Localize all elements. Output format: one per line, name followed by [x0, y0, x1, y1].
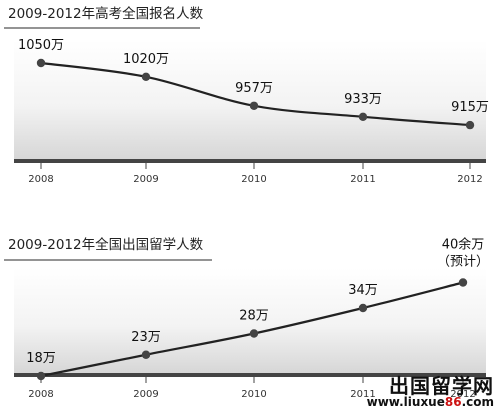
data-point — [458, 278, 468, 287]
data-point — [141, 72, 151, 82]
watermark-title: 出国留学网 — [389, 374, 494, 398]
data-label: 915万 — [451, 100, 489, 115]
watermark-url-accent: 86 — [444, 395, 462, 409]
data-label-line: 915万 — [451, 100, 489, 115]
data-label-line: 18万 — [26, 351, 56, 366]
chart-panel-background — [14, 40, 486, 160]
watermark-url: www.liuxue86.com — [367, 396, 494, 408]
chart-panel-background — [14, 268, 486, 374]
data-label-line: 933万 — [344, 92, 382, 107]
watermark-url-prefix: www.liuxue — [366, 395, 445, 409]
chart-2: 2009-2012年全国出国留学人数 2008 2009 2010 2011 2012 18… — [4, 236, 489, 400]
data-point — [141, 350, 151, 359]
data-label: 957万 — [235, 81, 273, 96]
data-label-line: 23万 — [131, 330, 161, 345]
data-label: 933万 — [344, 92, 382, 107]
data-label: 1050万 — [18, 38, 64, 53]
data-label-line: 957万 — [235, 81, 273, 96]
data-point — [358, 112, 368, 122]
data-label-line: 28万 — [239, 309, 269, 324]
chart-1: 2009-2012年高考全国报名人数 2008 2009 2010 2011 2012 10… — [4, 5, 489, 185]
data-label: 40余万 （预计） — [437, 237, 489, 270]
x-tick-label: 2010 — [241, 389, 266, 400]
data-label: 1020万 — [123, 52, 169, 67]
x-tick-label: 2011 — [350, 174, 375, 185]
chart-title: 2009-2012年高考全国报名人数 — [8, 5, 204, 22]
data-point — [249, 329, 259, 338]
data-point — [249, 101, 259, 110]
data-point — [465, 120, 475, 130]
data-label: 34万 — [348, 283, 378, 298]
x-tick-label: 2008 — [28, 389, 53, 400]
x-tick-label: 2008 — [28, 174, 53, 185]
data-label-line: 1020万 — [123, 52, 169, 67]
data-label: 28万 — [239, 309, 269, 324]
data-label: 18万 — [26, 351, 56, 366]
watermark-url-suffix: .com — [461, 395, 494, 409]
x-tick-label: 2012 — [457, 174, 482, 185]
x-tick-label: 2012 — [450, 389, 475, 400]
chart-title: 2009-2012年全国出国留学人数 — [8, 236, 204, 253]
x-tick-label: 2010 — [241, 174, 266, 185]
x-tick-label: 2009 — [133, 174, 158, 185]
data-label-line: 1050万 — [18, 38, 64, 53]
data-label-line: 40余万 — [442, 237, 485, 253]
data-label: 23万 — [131, 330, 161, 345]
data-point — [36, 58, 46, 68]
x-tick-label: 2011 — [350, 389, 375, 400]
data-label-line: （预计） — [437, 255, 489, 270]
data-point — [358, 303, 368, 313]
data-point — [36, 371, 46, 381]
x-tick-label: 2009 — [133, 389, 158, 400]
data-label-line: 34万 — [348, 283, 378, 298]
watermark: 出国留学网 www.liuxue86.com — [367, 376, 494, 408]
